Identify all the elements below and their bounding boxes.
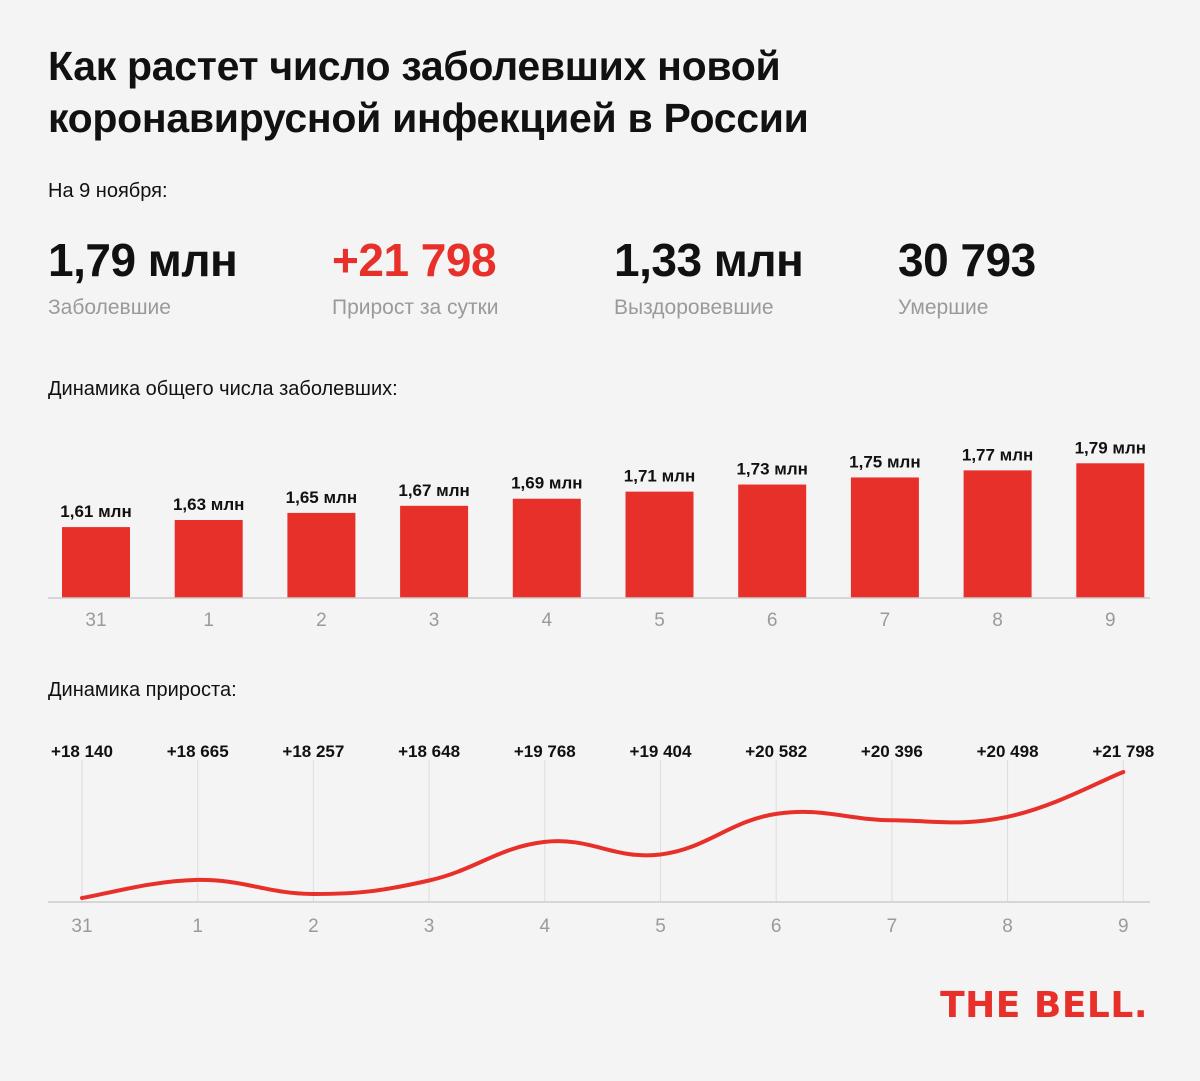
the-bell-logo: THE BELL. [940, 985, 1148, 1026]
bar-value-label: 1,61 млн [60, 502, 131, 521]
bar-7 [850, 477, 919, 598]
title-line-1: Как растет число заболевших новой [48, 43, 781, 89]
bar-value-label: 1,63 млн [173, 495, 244, 514]
x-tick-label: 2 [316, 610, 327, 631]
bar-31 [62, 527, 130, 598]
x-tick-label: 3 [429, 610, 440, 631]
bar-chart-title: Динамика общего числа заболевших: [48, 378, 398, 400]
line-value-label: +21 798 [1092, 742, 1154, 761]
x-tick-label: 9 [1105, 610, 1116, 631]
stat-deaths: 30 793 Умершие [898, 232, 1036, 320]
line-value-label: +20 582 [745, 742, 807, 761]
stat-daily-growth: +21 798 Прирост за сутки [332, 232, 499, 320]
bar-6 [738, 484, 807, 598]
x-tick-label: 7 [887, 916, 898, 937]
x-tick-label: 8 [992, 610, 1003, 631]
x-tick-label: 31 [85, 610, 106, 631]
bar-value-label: 1,77 млн [962, 445, 1033, 464]
x-tick-label: 4 [542, 610, 553, 631]
line-value-label: +20 498 [977, 742, 1039, 761]
bar-4 [512, 498, 581, 598]
bar-8 [963, 470, 1032, 598]
bar-value-label: 1,75 млн [849, 452, 920, 471]
date-label: На 9 ноября: [48, 180, 168, 202]
bar-value-label: 1,71 млн [624, 467, 695, 486]
bar-2 [287, 512, 356, 598]
title-line-2: коронавирусной инфекцией в России [48, 95, 809, 141]
x-tick-label: 6 [771, 916, 782, 937]
chart-title: Как растет число заболевших новой корона… [48, 40, 948, 144]
stat-recovered: 1,33 млн Выздоровевшие [614, 232, 804, 320]
x-tick-label: 31 [71, 916, 92, 937]
x-tick-label: 7 [880, 610, 891, 631]
x-tick-label: 3 [424, 916, 435, 937]
bar-value-label: 1,65 млн [286, 488, 357, 507]
growth-line [80, 770, 1126, 900]
stat-deaths-value: 30 793 [898, 234, 1036, 286]
line-value-label: +19 404 [630, 742, 692, 761]
bar-5 [625, 491, 694, 598]
bar-1 [174, 520, 243, 598]
line-chart-title: Динамика прироста: [48, 679, 237, 701]
bar-value-label: 1,73 млн [736, 460, 807, 479]
x-tick-label: 1 [192, 916, 203, 937]
x-tick-label: 1 [203, 610, 214, 631]
stat-cases-value: 1,79 млн [48, 234, 238, 286]
stat-daily-growth-caption: Прирост за сутки [332, 296, 499, 319]
bar-9 [1076, 463, 1145, 598]
x-tick-label: 8 [1002, 916, 1013, 937]
x-tick-label: 5 [654, 610, 665, 631]
stat-recovered-caption: Выздоровевшие [614, 296, 774, 319]
line-value-label: +19 768 [514, 742, 576, 761]
line-value-label: +18 665 [167, 742, 229, 761]
line-value-label: +18 648 [398, 742, 460, 761]
x-tick-label: 2 [308, 916, 319, 937]
bar-value-label: 1,67 млн [398, 481, 469, 500]
x-tick-label: 4 [540, 916, 551, 937]
line-chart: +18 140 31 +18 665 1 +18 257 2 +18 648 3 +19 768… [48, 742, 1154, 937]
line-value-label: +18 257 [282, 742, 344, 761]
bar-value-label: 1,69 млн [511, 474, 582, 493]
x-tick-label: 6 [767, 610, 778, 631]
stat-recovered-value: 1,33 млн [614, 234, 804, 286]
stat-cases-caption: Заболевшие [48, 296, 171, 319]
bar-value-label: 1,79 млн [1075, 438, 1146, 457]
stat-deaths-caption: Умершие [898, 296, 989, 319]
line-value-label: +20 396 [861, 742, 923, 761]
bar-chart: 1,61 млн 31 1,63 млн 1 1,65 млн 2 1,67 млн 3 1,6… [48, 438, 1150, 631]
stat-daily-growth-value: +21 798 [332, 234, 497, 286]
line-value-label: +18 140 [51, 742, 113, 761]
x-tick-label: 9 [1118, 916, 1129, 937]
bar-3 [400, 505, 469, 598]
stat-cases: 1,79 млн Заболевшие [48, 232, 238, 320]
x-tick-label: 5 [655, 916, 666, 937]
